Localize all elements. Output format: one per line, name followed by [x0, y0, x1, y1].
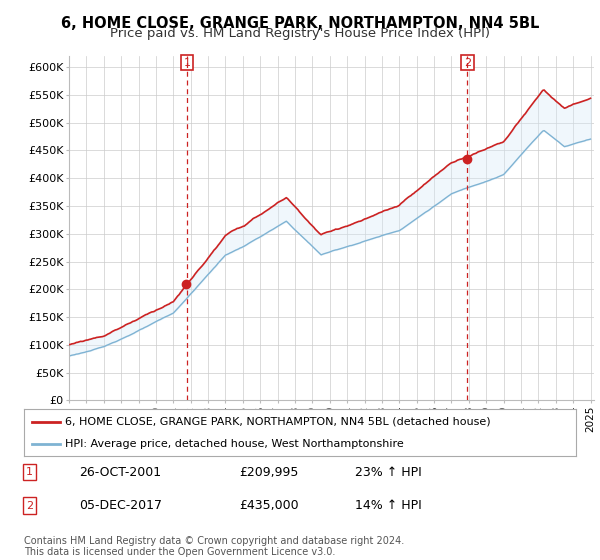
- Text: 23% ↑ HPI: 23% ↑ HPI: [355, 465, 422, 479]
- Text: £209,995: £209,995: [239, 465, 299, 479]
- Text: Contains HM Land Registry data © Crown copyright and database right 2024.
This d: Contains HM Land Registry data © Crown c…: [24, 535, 404, 557]
- Text: 6, HOME CLOSE, GRANGE PARK, NORTHAMPTON, NN4 5BL (detached house): 6, HOME CLOSE, GRANGE PARK, NORTHAMPTON,…: [65, 417, 491, 427]
- Text: 1: 1: [184, 58, 191, 68]
- Text: Price paid vs. HM Land Registry's House Price Index (HPI): Price paid vs. HM Land Registry's House …: [110, 27, 490, 40]
- Text: 6, HOME CLOSE, GRANGE PARK, NORTHAMPTON, NN4 5BL: 6, HOME CLOSE, GRANGE PARK, NORTHAMPTON,…: [61, 16, 539, 31]
- Text: £435,000: £435,000: [239, 499, 299, 512]
- Text: 14% ↑ HPI: 14% ↑ HPI: [355, 499, 422, 512]
- Text: 05-DEC-2017: 05-DEC-2017: [79, 499, 162, 512]
- Text: 26-OCT-2001: 26-OCT-2001: [79, 465, 161, 479]
- Text: 2: 2: [26, 501, 33, 511]
- Text: HPI: Average price, detached house, West Northamptonshire: HPI: Average price, detached house, West…: [65, 438, 404, 449]
- Text: 2: 2: [464, 58, 471, 68]
- Text: 1: 1: [26, 467, 33, 477]
